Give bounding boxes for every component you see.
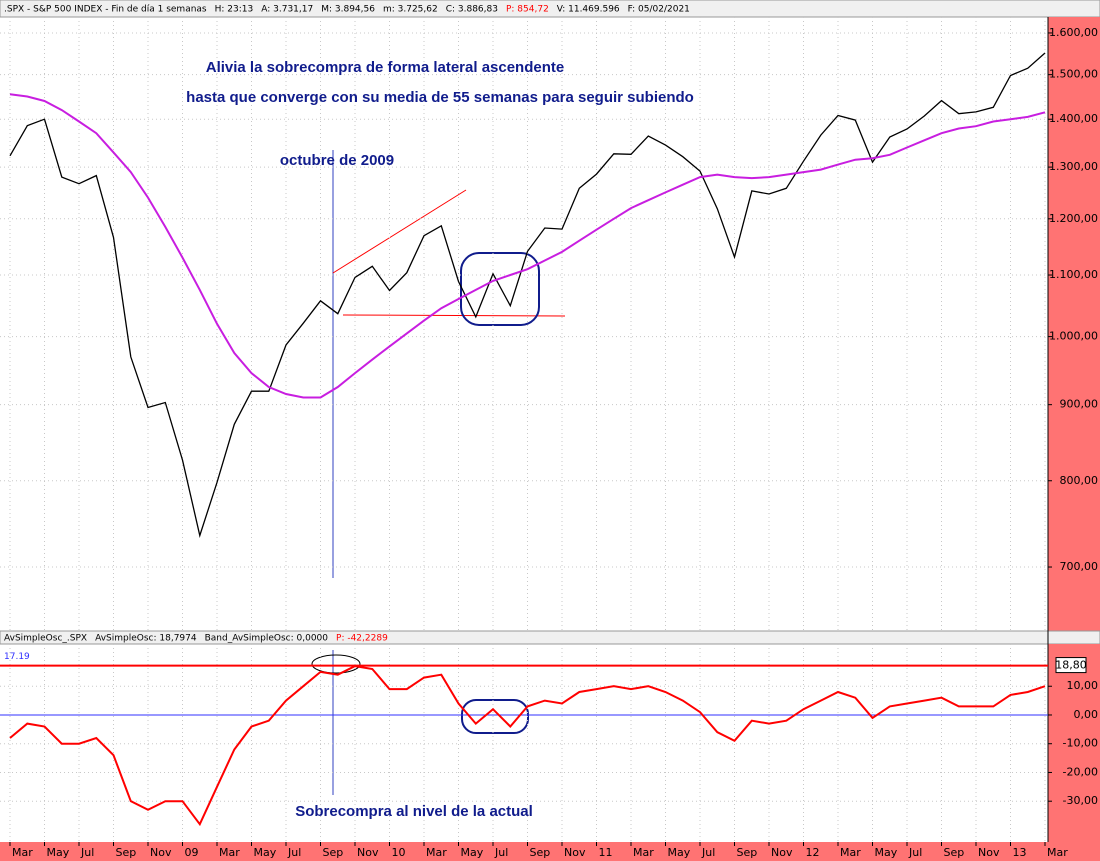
- x-tick-label: May: [668, 846, 691, 859]
- header-text: AvSimpleOsc_.SPX: [4, 634, 87, 644]
- x-tick-label: Sep: [944, 846, 965, 859]
- annotation: Sobrecompra al nivel de la actual: [295, 803, 533, 820]
- x-tick-label: Nov: [150, 846, 172, 859]
- x-tick-label: May: [875, 846, 898, 859]
- x-tick-label: Sep: [530, 846, 551, 859]
- y-tick-label: 1.100,00: [1049, 268, 1098, 281]
- x-tick-label: Mar: [12, 846, 33, 859]
- y-tick-label: 800,00: [1060, 474, 1099, 487]
- y-tick-label: 1.300,00: [1049, 160, 1098, 173]
- annotation-box: [460, 252, 540, 326]
- x-tick-label: May: [461, 846, 484, 859]
- header-text: Band_AvSimpleOsc: 0,0000: [205, 634, 329, 644]
- price-axis-strip: [1048, 17, 1100, 631]
- support-line: [342, 314, 566, 317]
- annotation: octubre de 2009: [280, 152, 394, 169]
- x-tick-label: Sep: [737, 846, 758, 859]
- y-tick-label: -30,00: [1063, 794, 1098, 807]
- osc-header-bar: [0, 630, 1100, 645]
- header-text: V: 11.469.596: [557, 5, 620, 15]
- x-tick-label: Jul: [494, 846, 508, 859]
- x-tick-label: Mar: [840, 846, 861, 859]
- x-tick-label: 13: [1013, 846, 1027, 859]
- trend-line: [332, 189, 467, 274]
- header-text: P: -42,2289: [336, 634, 388, 644]
- header-text: A: 3.731,17: [261, 5, 313, 15]
- header-text: F: 05/02/2021: [628, 5, 690, 15]
- y-tick-label: 1.200,00: [1049, 212, 1098, 225]
- y-tick-label: 1.600,00: [1049, 26, 1098, 39]
- x-tick-label: 12: [806, 846, 820, 859]
- series-line: [9, 665, 1046, 827]
- header-text: m: 3.725,62: [383, 5, 438, 15]
- x-tick-label: Nov: [357, 846, 379, 859]
- x-tick-label: Sep: [323, 846, 344, 859]
- annotation-ellipse: [311, 654, 361, 674]
- x-tick-label: Nov: [978, 846, 1000, 859]
- x-tick-label: 11: [599, 846, 613, 859]
- x-tick-label: 09: [185, 846, 199, 859]
- y-tick-label: -20,00: [1063, 765, 1098, 778]
- header-text: P: 854,72: [506, 5, 549, 15]
- y-tick-label: 0,00: [1074, 708, 1099, 721]
- x-tick-label: Nov: [771, 846, 793, 859]
- y-tick-label: 1.400,00: [1049, 112, 1098, 125]
- header-text: C: 3.886,83: [446, 5, 498, 15]
- y-tick-label: 10,00: [1067, 679, 1099, 692]
- x-tick-label: Mar: [633, 846, 654, 859]
- x-tick-label: Jul: [908, 846, 922, 859]
- x-tick-label: May: [254, 846, 277, 859]
- x-tick-label: Jul: [287, 846, 301, 859]
- annotation: hasta que converge con su media de 55 se…: [186, 89, 694, 106]
- series-line: [9, 93, 1046, 399]
- x-tick-label: Sep: [116, 846, 137, 859]
- y-tick-label: 1.000,00: [1049, 330, 1098, 343]
- osc-axis-strip: [1048, 644, 1100, 842]
- y-tick-label: 900,00: [1060, 398, 1099, 411]
- y-tick-label: 1.500,00: [1049, 68, 1098, 81]
- reference-label: 17.19: [4, 652, 30, 662]
- x-tick-label: 10: [392, 846, 406, 859]
- header-bar: [0, 0, 1100, 18]
- header-text: H: 23:13: [215, 5, 254, 15]
- annotation: Alivia la sobrecompra de forma lateral a…: [206, 59, 564, 76]
- header-text: .SPX - S&P 500 INDEX - Fin de día 1 sema…: [4, 5, 207, 15]
- header-text: M: 3.894,56: [321, 5, 375, 15]
- x-tick-label: Jul: [701, 846, 715, 859]
- time-axis-strip: [0, 842, 1100, 861]
- x-tick-label: Nov: [564, 846, 586, 859]
- y-tick-label: -10,00: [1063, 737, 1098, 750]
- series-line: [9, 52, 1046, 538]
- x-tick-label: Mar: [1047, 846, 1068, 859]
- current-value-box: [1055, 657, 1087, 674]
- x-tick-label: May: [47, 846, 70, 859]
- y-tick-label: 700,00: [1060, 560, 1099, 573]
- x-tick-label: Mar: [219, 846, 240, 859]
- x-tick-label: Mar: [426, 846, 447, 859]
- current-value-label: 18,80: [1055, 659, 1087, 672]
- header-text: AvSimpleOsc: 18,7974: [95, 634, 197, 644]
- x-tick-label: Jul: [80, 846, 94, 859]
